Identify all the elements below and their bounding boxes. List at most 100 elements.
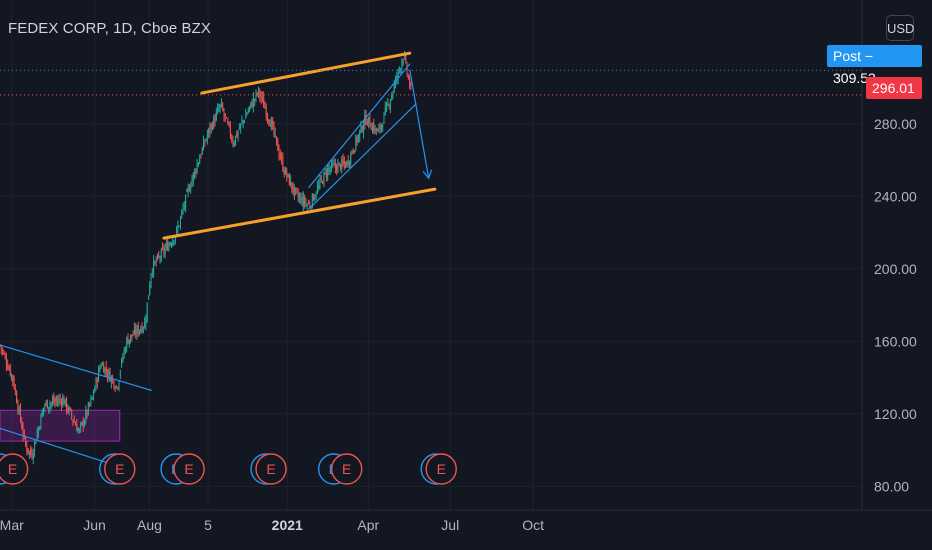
candle-body (217, 108, 219, 113)
candle-body (315, 194, 317, 196)
candle-body (23, 433, 25, 436)
candle-body (94, 388, 96, 393)
arrow-head (422, 169, 433, 180)
earnings-marker-label: E (184, 461, 193, 477)
candle-body (278, 149, 280, 157)
candle-body (346, 161, 348, 166)
candle-body (318, 184, 320, 189)
candle-series (0, 50, 412, 465)
candle-body (3, 352, 5, 354)
time-tick-label: 5 (204, 517, 212, 533)
candle-body (203, 140, 205, 151)
candle-body (272, 121, 274, 125)
candle-body (387, 103, 389, 105)
trendline-blue (308, 103, 417, 210)
candle-body (403, 55, 405, 59)
candle-body (201, 147, 203, 155)
event-markers[interactable]: DEEDEEDEE (0, 453, 457, 485)
candle-body (104, 367, 106, 375)
candle-body (22, 427, 24, 436)
candle-body (295, 187, 297, 190)
candle-body (251, 103, 253, 107)
candle-body (319, 179, 321, 186)
candle-body (69, 407, 71, 410)
candle-body (48, 406, 50, 410)
candle-body (86, 410, 88, 415)
candle-body (215, 112, 217, 121)
candle-body (135, 328, 137, 335)
candle-body (8, 368, 10, 370)
candle-body (123, 349, 125, 354)
candle-body (171, 243, 173, 245)
candle-body (209, 126, 211, 132)
candle-body (83, 420, 85, 427)
candle-body (220, 103, 222, 106)
candle-body (407, 75, 409, 79)
candle-body (100, 366, 102, 368)
candle-body (181, 211, 183, 215)
candle-body (389, 100, 391, 108)
currency-button[interactable]: USD (886, 15, 914, 41)
candle-body (45, 401, 47, 405)
candle-body (345, 163, 347, 168)
candle-body (67, 407, 69, 412)
candle-body (76, 424, 78, 432)
candle-body (160, 249, 162, 261)
grid-lines (0, 0, 862, 510)
candle-body (101, 364, 103, 366)
candle-body (297, 193, 299, 198)
candle-body (5, 358, 7, 366)
candle-body (366, 122, 368, 126)
candle-body (223, 110, 225, 116)
candle-body (410, 84, 412, 87)
candle-body (174, 236, 176, 241)
candle-body (165, 243, 167, 247)
candle-body (117, 387, 119, 389)
candle-body (264, 105, 266, 109)
candle-body (77, 429, 79, 433)
candle-body (147, 295, 149, 300)
candle-body (247, 110, 249, 113)
candle-body (26, 445, 28, 451)
candle-body (388, 105, 390, 107)
candle-body (206, 134, 208, 140)
candle-body (187, 187, 189, 192)
candle-body (259, 90, 261, 97)
candle-body (196, 163, 198, 173)
candle-body (213, 116, 215, 129)
candle-body (204, 142, 206, 144)
candle-body (336, 165, 338, 172)
candle-body (324, 171, 326, 173)
time-axis[interactable]: Mar Jun Aug 5 2021 Apr Jul Oct (0, 509, 932, 533)
candle-body (133, 328, 135, 334)
trendlines[interactable] (0, 51, 437, 466)
candle-body (396, 77, 398, 79)
candle-body (391, 94, 393, 100)
candle-body (327, 167, 329, 179)
candle-body (191, 179, 193, 187)
candle-body (0, 345, 2, 349)
candle-body (384, 107, 386, 114)
candle-body (211, 125, 213, 129)
candle-body (46, 399, 48, 409)
price-axis[interactable]: 80.00 120.00 160.00 200.00 240.00 280.00 (861, 0, 917, 510)
candle-body (378, 127, 380, 129)
candle-body (151, 272, 153, 274)
candle-body (361, 126, 363, 132)
earnings-marker-label: E (115, 461, 124, 477)
last-price-tag: 296.01 (866, 77, 922, 99)
candle-body (14, 388, 16, 392)
candle-body (402, 59, 404, 64)
candle-body (268, 119, 270, 123)
candle-body (109, 371, 111, 382)
candle-body (351, 150, 353, 154)
candle-body (320, 177, 322, 180)
projection-arrow[interactable] (409, 69, 433, 180)
candle-body (393, 83, 395, 92)
candle-body (12, 375, 14, 381)
candle-body (127, 337, 129, 344)
price-tick-label: 120.00 (874, 406, 917, 422)
candle-body (323, 172, 325, 186)
